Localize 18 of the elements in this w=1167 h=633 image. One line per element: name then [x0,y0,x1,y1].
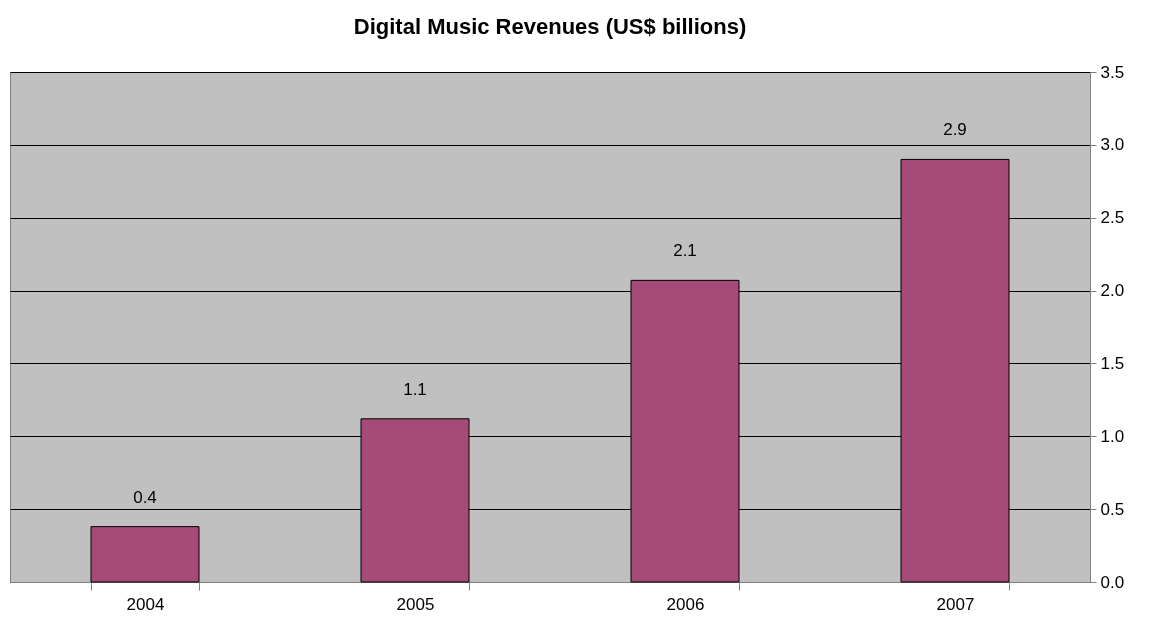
x-tick-label: 2007 [936,594,975,614]
x-tick-label: 2006 [666,594,705,614]
y-tick-label: 1.0 [1100,426,1125,446]
data-label: 0.4 [133,487,157,507]
x-tick-label: 2004 [126,594,165,614]
y-tick-label: 3.0 [1100,135,1125,155]
y-tick-label: 0.0 [1100,572,1125,592]
y-tick-label: 1.5 [1100,353,1125,373]
data-label: 2.9 [943,120,967,140]
data-label: 1.1 [403,379,427,399]
y-tick-label: 3.5 [1100,62,1125,82]
bar [90,526,200,583]
y-tick-label: 0.5 [1100,499,1125,519]
chart-title: Digital Music Revenues (US$ billions) [353,14,747,39]
y-tick-label: 2.5 [1100,208,1125,228]
x-tick-label: 2005 [396,594,435,614]
data-label: 2.1 [673,241,697,261]
y-tick-label: 2.0 [1100,281,1125,301]
